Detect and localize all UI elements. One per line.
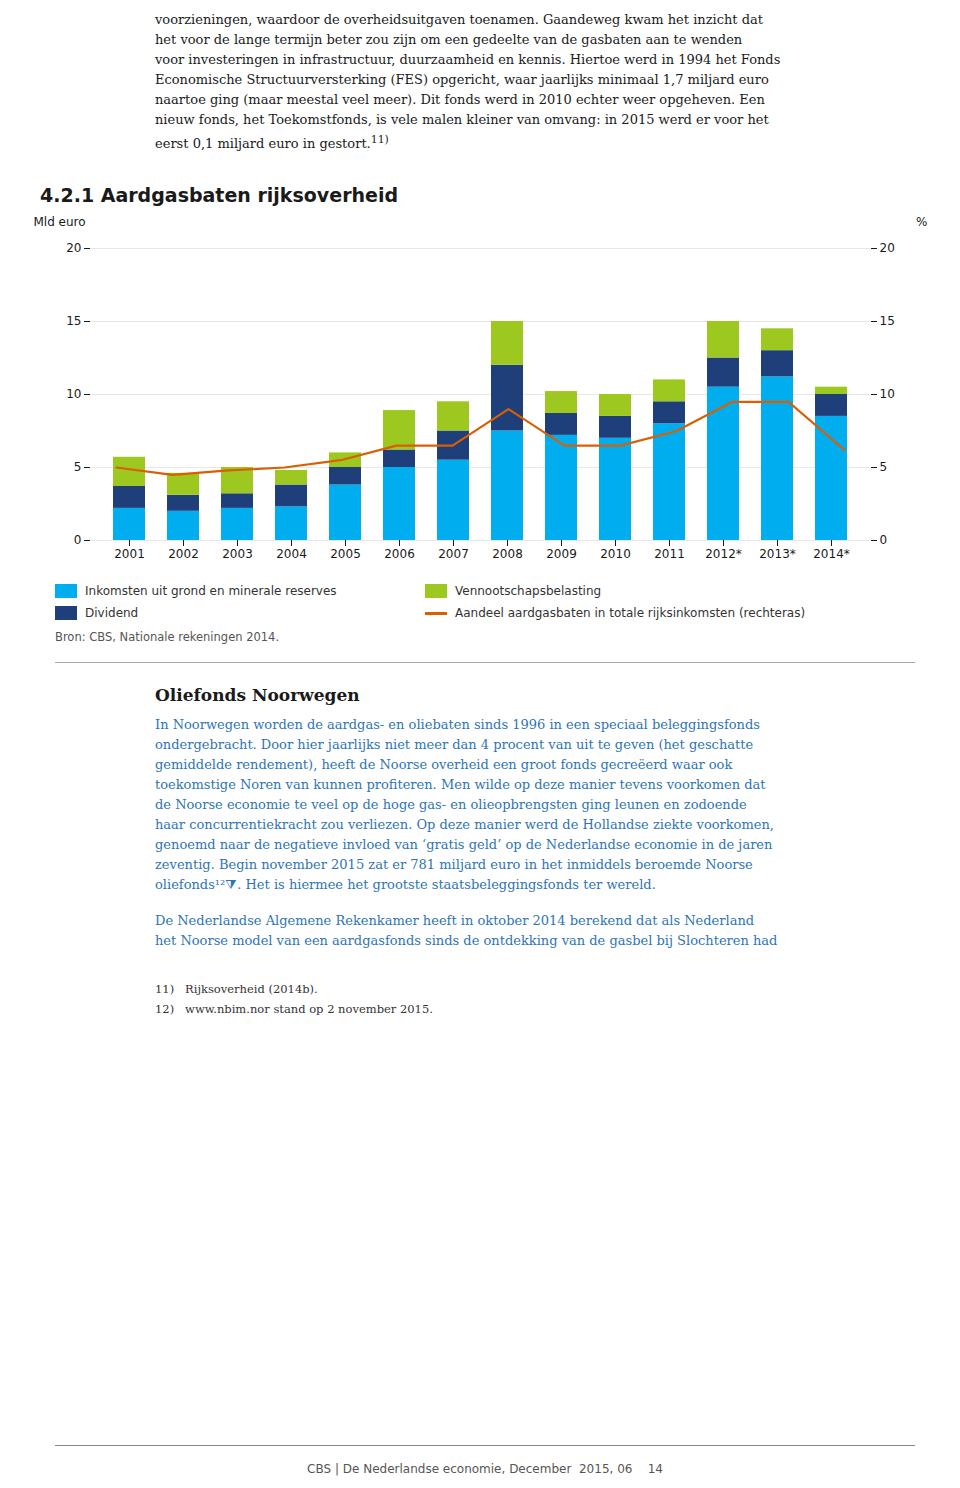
html-text:de Noorse economie te veel op: de Noorse economie te veel op de hoge ga… — [155, 797, 747, 813]
html-text:gemiddelde rendement), heeft d: gemiddelde rendement), heeft de Noorse o… — [155, 757, 733, 773]
html-text:Oliefonds Noorwegen: Oliefonds Noorwegen — [155, 685, 360, 706]
html-text:genoemd naar de negatieve invl: genoemd naar de negatieve invloed van ‘g… — [155, 837, 773, 853]
svg-text:2008: 2008 — [492, 547, 523, 561]
html-text:naartoe ging (maar meestal vee: naartoe ging (maar meestal veel meer). D… — [155, 92, 765, 107]
html-text:haar concurrentiekracht zou ve: haar concurrentiekracht zou verliezen. O… — [155, 817, 774, 833]
svg-text:20: 20 — [880, 242, 895, 256]
svg-text:20: 20 — [66, 242, 81, 256]
svg-text:2007: 2007 — [438, 547, 469, 561]
svg-text:2012*: 2012* — [705, 547, 742, 561]
html-text:oliefonds¹²⧩. Het is hiermee h: oliefonds¹²⧩. Het is hiermee het grootst… — [155, 877, 656, 893]
html-text:ondergebracht. Door hier jaarl: ondergebracht. Door hier jaarlijks niet … — [155, 737, 754, 753]
svg-text:5: 5 — [74, 461, 82, 475]
svg-text:2013*: 2013* — [759, 547, 796, 561]
svg-text:Mld euro: Mld euro — [34, 215, 86, 229]
svg-text:15: 15 — [66, 315, 81, 329]
svg-text:2006: 2006 — [384, 547, 415, 561]
svg-text:2010: 2010 — [600, 547, 631, 561]
html-text:Vennootschapsbelasting: Vennootschapsbelasting — [455, 584, 602, 599]
svg-text:0: 0 — [74, 534, 82, 548]
html-text:Dividend: Dividend — [85, 606, 139, 621]
svg-text:2001: 2001 — [114, 547, 145, 561]
svg-text:0: 0 — [880, 534, 888, 548]
html-text:In Noorwegen worden de aardgas: In Noorwegen worden de aardgas- en olieb… — [155, 717, 760, 733]
svg-text:2011: 2011 — [654, 547, 685, 561]
html-text:het voor de lange termijn bete: het voor de lange termijn beter zou zijn… — [155, 32, 743, 47]
html-text:Aandeel aardgasbaten in totale: Aandeel aardgasbaten in totale rijksinko… — [455, 606, 806, 621]
html-text:CBS | De Nederlandse economie,: CBS | De Nederlandse economie, December … — [307, 1462, 663, 1476]
html-text:Bron: CBS, Nationale rekeninge: Bron: CBS, Nationale rekeningen 2014. — [55, 630, 280, 645]
svg-text:15: 15 — [880, 315, 895, 329]
html-text:De Nederlandse Algemene Rekenk: De Nederlandse Algemene Rekenkamer heeft… — [155, 913, 755, 929]
html-text:voorzieningen, waardoor de ove: voorzieningen, waardoor de overheidsuitg… — [155, 12, 763, 27]
html-text:Economische Structuurversterki: Economische Structuurversterking (FES) o… — [155, 72, 769, 87]
svg-text:10: 10 — [880, 388, 895, 402]
html-text:eerst 0,1 miljard euro in gest: eerst 0,1 miljard euro in gestort.11) — [155, 133, 389, 152]
html-text:4.2.1 Aardgasbaten rijksoverhe: 4.2.1 Aardgasbaten rijksoverheid — [40, 184, 398, 207]
html-text:11) Rijksoverheid (2014b).: 11) Rijksoverheid (2014b). — [155, 982, 318, 997]
html-text:zeventig. Begin november 2015: zeventig. Begin november 2015 zat er 781… — [155, 857, 753, 873]
svg-text:5: 5 — [880, 461, 888, 475]
html-text:voor investeringen in infrastr: voor investeringen in infrastructuur, du… — [155, 52, 781, 67]
svg-text:2009: 2009 — [546, 547, 577, 561]
svg-text:2014*: 2014* — [813, 547, 850, 561]
svg-text:2004: 2004 — [276, 547, 307, 561]
html-text:Inkomsten uit grond en mineral: Inkomsten uit grond en minerale reserves — [85, 584, 337, 599]
svg-text:2005: 2005 — [330, 547, 361, 561]
html-text:12) www.nbim.nor stand op 2 no: 12) www.nbim.nor stand op 2 november 201… — [155, 1002, 433, 1017]
html-text:nieuw fonds, het Toekomstfonds: nieuw fonds, het Toekomstfonds, is vele … — [155, 112, 769, 127]
svg-text:2002: 2002 — [168, 547, 199, 561]
html-text:het Noorse model van een aardg: het Noorse model van een aardgasfonds si… — [155, 933, 778, 949]
svg-text:10: 10 — [66, 388, 81, 402]
svg-text:%: % — [916, 215, 927, 229]
html-text:toekomstige Noren van kunnen p: toekomstige Noren van kunnen profiteren.… — [155, 777, 766, 793]
svg-text:2003: 2003 — [222, 547, 253, 561]
